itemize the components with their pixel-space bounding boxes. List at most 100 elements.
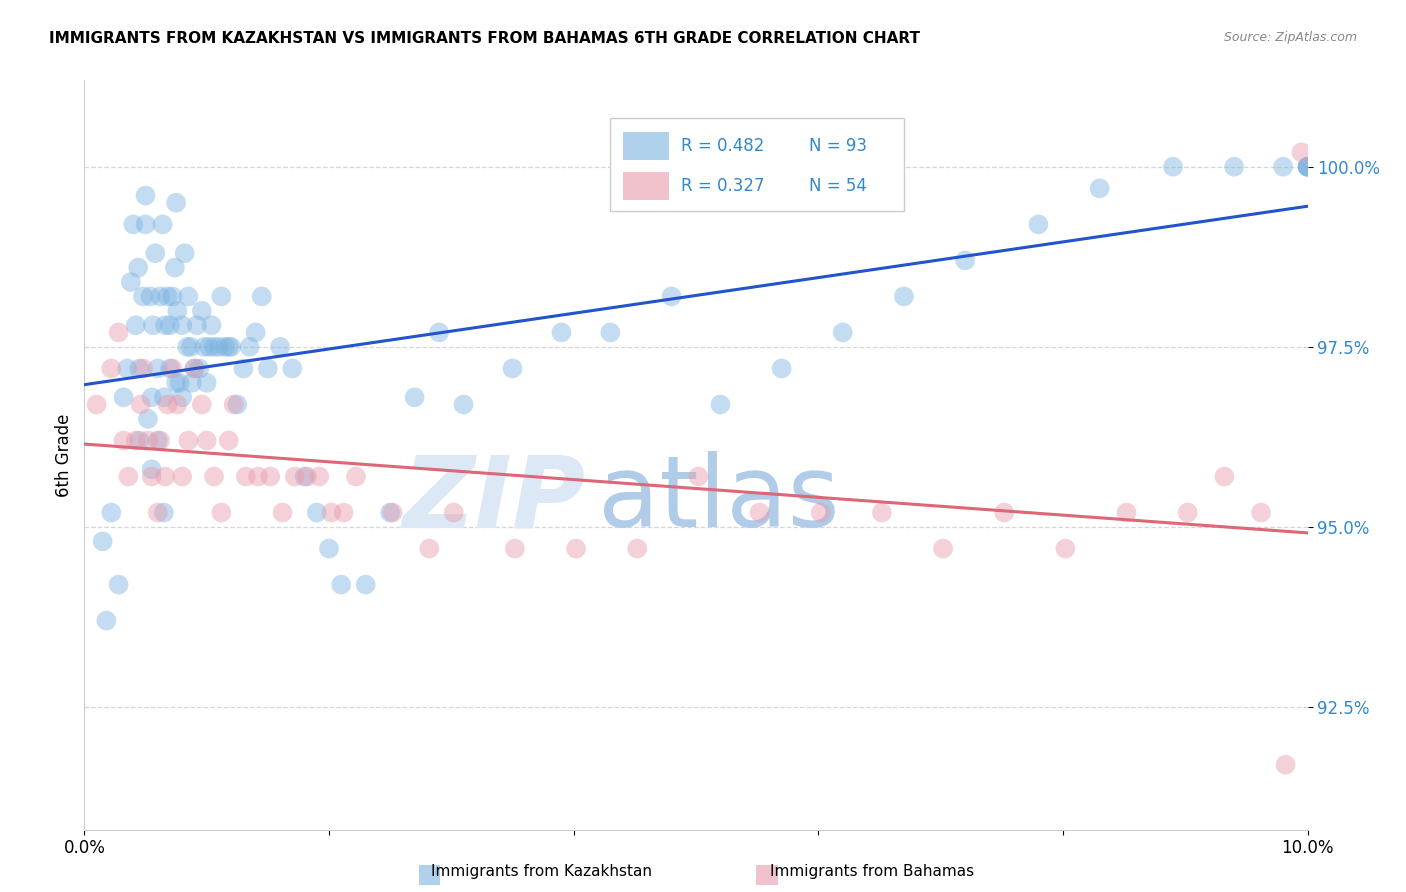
Point <box>166 303 188 318</box>
Point <box>156 289 179 303</box>
Point <box>163 260 186 275</box>
Point <box>195 376 218 390</box>
Point <box>143 246 166 260</box>
Point <box>183 361 205 376</box>
Point <box>146 361 169 376</box>
Point <box>159 318 181 333</box>
Point <box>502 361 524 376</box>
Point <box>354 577 377 591</box>
Point <box>128 434 150 448</box>
Point <box>153 318 176 333</box>
Point <box>209 289 232 303</box>
Bar <box>623 171 669 200</box>
Point <box>932 541 955 556</box>
Bar <box>623 132 669 161</box>
Point <box>294 469 316 483</box>
Point <box>1223 160 1246 174</box>
Point <box>1115 506 1137 520</box>
Point <box>152 218 174 232</box>
Point <box>149 434 172 448</box>
Text: R = 0.482: R = 0.482 <box>682 137 765 155</box>
Point <box>135 218 157 232</box>
Point <box>191 303 214 318</box>
Point <box>245 326 267 340</box>
Point <box>1272 160 1295 174</box>
Point <box>380 506 402 520</box>
Point <box>214 340 236 354</box>
Point <box>181 376 204 390</box>
Point <box>128 361 150 376</box>
Point <box>139 289 162 303</box>
Point <box>153 506 176 520</box>
Point <box>188 361 211 376</box>
Point <box>295 469 318 483</box>
Point <box>132 361 155 376</box>
Point <box>418 541 440 556</box>
Point <box>149 289 172 303</box>
Point <box>1088 181 1111 195</box>
Point <box>1054 541 1077 556</box>
Point <box>162 361 184 376</box>
Point <box>177 289 200 303</box>
Point <box>172 318 194 333</box>
Point <box>141 390 163 404</box>
Point <box>218 434 240 448</box>
Point <box>1250 506 1272 520</box>
Text: Immigrants from Bahamas: Immigrants from Bahamas <box>769 864 974 879</box>
Point <box>193 340 215 354</box>
Y-axis label: 6th Grade: 6th Grade <box>55 413 73 497</box>
Point <box>1296 160 1319 174</box>
Point <box>173 246 195 260</box>
Point <box>222 397 245 411</box>
Point <box>120 275 142 289</box>
Point <box>172 469 194 483</box>
Point <box>219 340 242 354</box>
Point <box>141 469 163 483</box>
Point <box>281 361 304 376</box>
Point <box>235 469 257 483</box>
Point <box>156 397 179 411</box>
Point <box>453 397 475 411</box>
Point <box>1213 469 1236 483</box>
Point <box>810 506 832 520</box>
Point <box>169 376 191 390</box>
Point <box>344 469 367 483</box>
Text: IMMIGRANTS FROM KAZAKHSTAN VS IMMIGRANTS FROM BAHAMAS 6TH GRADE CORRELATION CHAR: IMMIGRANTS FROM KAZAKHSTAN VS IMMIGRANTS… <box>49 31 920 46</box>
Point <box>247 469 270 483</box>
Point <box>176 340 198 354</box>
Point <box>209 506 232 520</box>
Point <box>112 434 135 448</box>
Point <box>153 390 176 404</box>
Point <box>191 397 214 411</box>
Point <box>271 506 294 520</box>
Point <box>136 412 159 426</box>
Point <box>100 361 122 376</box>
Point <box>250 289 273 303</box>
Point <box>381 506 404 520</box>
Point <box>893 289 915 303</box>
Point <box>993 506 1015 520</box>
FancyBboxPatch shape <box>610 118 904 211</box>
Point <box>166 397 188 411</box>
Point <box>136 434 159 448</box>
Point <box>1296 160 1319 174</box>
Point <box>186 318 208 333</box>
Point <box>112 390 135 404</box>
Point <box>146 506 169 520</box>
Point <box>308 469 330 483</box>
Point <box>427 326 450 340</box>
Point <box>183 361 205 376</box>
Point <box>1296 160 1319 174</box>
Point <box>626 541 648 556</box>
Point <box>1028 218 1050 232</box>
Point <box>107 326 129 340</box>
Point <box>180 340 202 354</box>
Point <box>202 340 225 354</box>
Point <box>218 340 240 354</box>
Point <box>709 397 731 411</box>
Point <box>1296 160 1319 174</box>
Point <box>177 434 200 448</box>
Point <box>330 577 353 591</box>
Point <box>172 390 194 404</box>
Point <box>159 361 181 376</box>
